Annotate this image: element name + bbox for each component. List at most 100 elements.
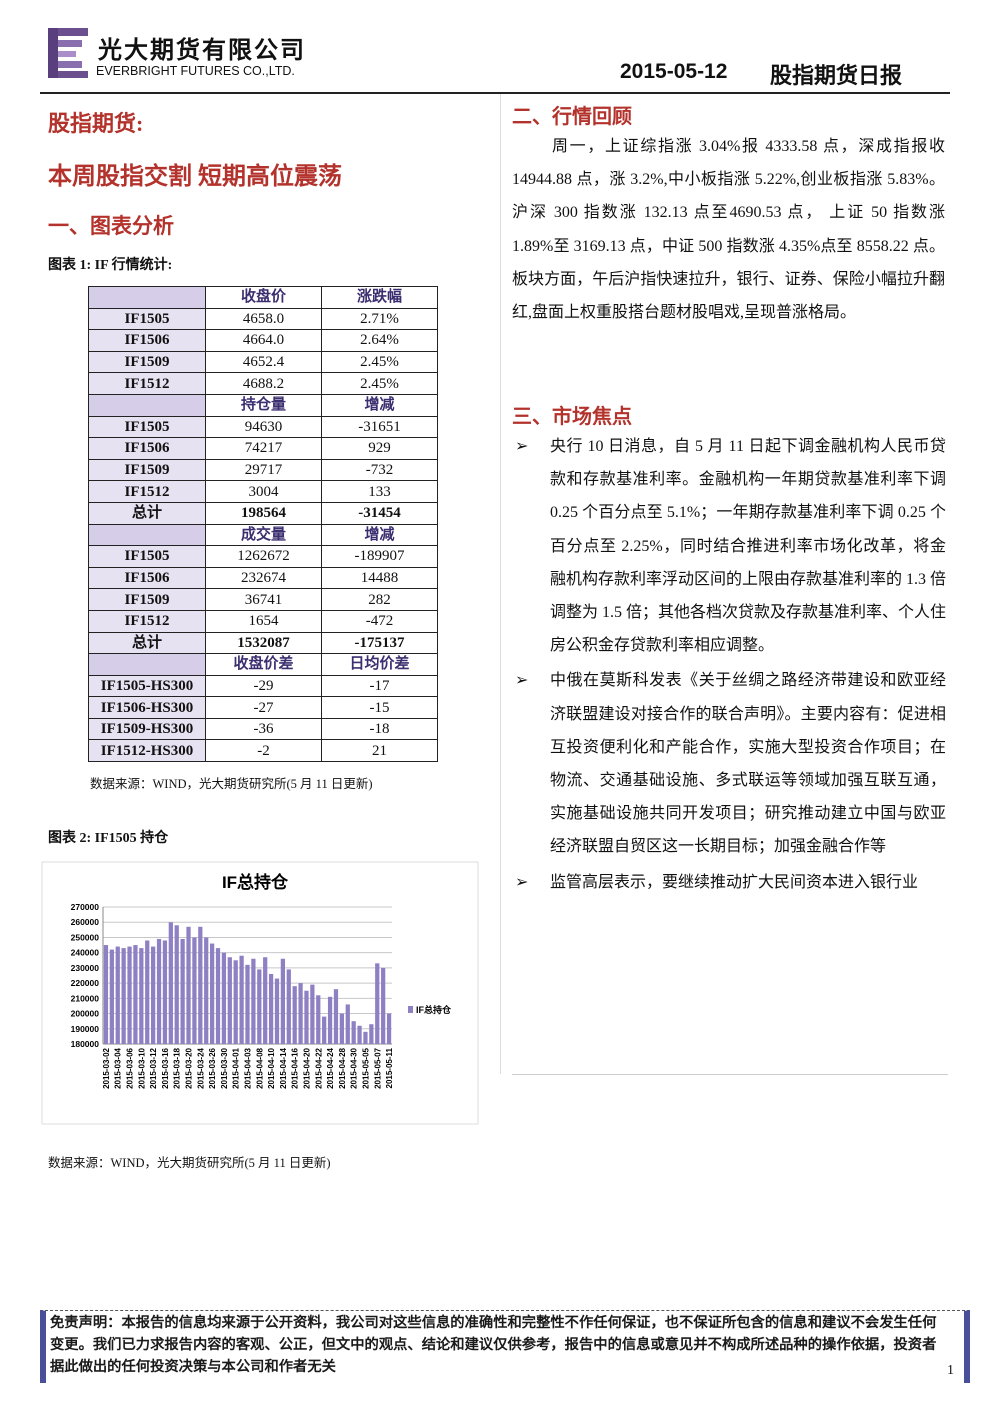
bar: [209, 943, 215, 1044]
table-cell: -17: [321, 674, 438, 698]
source-note: 数据来源：WIND，光大期货研究所(5 月 11 日更新): [90, 777, 373, 791]
table-cell: 1532087: [205, 631, 322, 655]
x-tick-label: 2015-04-10: [267, 1047, 276, 1088]
table-cell: 2.45%: [321, 372, 438, 395]
table-row: 总计 1532087 -175137: [88, 631, 438, 655]
x-tick-label: 2015-04-08: [255, 1047, 264, 1088]
bar: [386, 1013, 392, 1044]
table-cell: 4658.0: [205, 307, 322, 331]
x-tick-label: 2015-03-06: [126, 1047, 135, 1088]
x-tick-label: 2015-04-28: [338, 1047, 347, 1088]
table-cell: IF1506: [88, 566, 206, 590]
table-row: IF1505-HS300 -29 -17: [88, 674, 438, 698]
bar: [251, 958, 256, 1044]
bar: [263, 957, 268, 1044]
table-cell: 2.64%: [321, 329, 438, 352]
table-header-row: 收盘价差 日均价差: [88, 653, 438, 676]
bar: [151, 946, 156, 1044]
bar: [221, 952, 227, 1044]
legend-label: IF总持仓: [416, 1004, 452, 1015]
table-cell: IF1512: [88, 480, 206, 503]
bar: [139, 948, 144, 1044]
table-cell: -732: [321, 458, 438, 482]
table-header-row: 持仓量 增减: [88, 393, 438, 417]
table-row: IF1506-HS300 -27 -15: [88, 696, 438, 719]
bar: [381, 967, 386, 1044]
table-header-row: 收盘价 涨跌幅: [88, 286, 438, 309]
table-cell: -18: [321, 717, 438, 741]
bullet-marker: ➢: [515, 672, 529, 690]
table-cell: IF1505: [88, 545, 206, 568]
report-name: 股指期货日报: [770, 63, 903, 88]
table-cell: 4652.4: [205, 350, 322, 374]
bar: [115, 946, 120, 1044]
table-cell: IF1506: [88, 329, 206, 352]
bar: [369, 1024, 374, 1044]
table-cell: -29: [205, 674, 322, 698]
bullet-marker: ➢: [515, 438, 529, 455]
x-tick-label: 2015-03-30: [220, 1047, 229, 1088]
y-tick-label: 210000: [71, 993, 100, 1003]
y-tick-label: 220000: [71, 978, 100, 988]
table-cell: IF1509-HS300: [88, 717, 206, 741]
bar: [121, 948, 126, 1044]
bar: [357, 1025, 362, 1044]
company-cn: 光大期货有限公司: [98, 38, 306, 64]
bar: [375, 963, 380, 1044]
bar: [192, 937, 197, 1044]
x-tick-label: 2015-04-30: [350, 1047, 359, 1088]
table-cell: -31454: [321, 501, 438, 525]
x-tick-label: 2015-04-01: [232, 1047, 241, 1088]
table-cell: -36: [205, 717, 322, 741]
table-cell: IF1506-HS300: [88, 696, 206, 719]
x-tick-label: 2015-03-20: [185, 1047, 194, 1088]
table-row: IF1509 4652.4 2.45%: [88, 350, 438, 374]
y-tick-label: 270000: [71, 902, 100, 912]
table-cell: -472: [321, 609, 438, 633]
y-tick-label: 190000: [71, 1024, 100, 1034]
chart-caption: 图表 2: IF1505 持仓: [48, 831, 169, 846]
table-cell: [88, 523, 206, 547]
table-cell: 2.45%: [321, 350, 438, 374]
table-row: IF1505 4658.0 2.71%: [88, 307, 438, 331]
x-tick-label: 2015-05-07: [373, 1047, 382, 1088]
x-tick-label: 2015-04-14: [279, 1047, 288, 1088]
bar: [327, 996, 333, 1044]
table-row: IF1506 232674 14488: [88, 566, 438, 590]
y-tick-label: 180000: [71, 1039, 100, 1049]
heading: 三、市场焦点: [512, 406, 632, 428]
bullet-text: 央行 10 日消息，自 5 月 11 日起下调金融机构人民币贷款和存款基准利率。…: [550, 438, 947, 655]
table-cell: -189907: [321, 545, 438, 568]
bar: [127, 946, 132, 1044]
x-tick-label: 2015-03-24: [196, 1047, 205, 1088]
table-cell: IF1512: [88, 372, 206, 395]
bar: [304, 990, 309, 1044]
table-cell: 总计: [88, 631, 206, 655]
table-cell: 198564: [205, 501, 322, 525]
disclaimer: 免责声明：本报告的信息均来源于公开资料，我公司对这些信息的准确性和完整性不作任何…: [50, 1315, 937, 1375]
table-cell: -27: [205, 696, 322, 719]
bar: [198, 926, 203, 1044]
table-cell: 14488: [321, 566, 438, 590]
legend-swatch: [408, 1006, 413, 1013]
bar: [186, 926, 191, 1044]
rule: [512, 1074, 948, 1075]
x-tick-label: 2015-03-10: [137, 1047, 146, 1088]
bar: [286, 969, 291, 1044]
table-header-row: 成交量 增减: [88, 523, 438, 547]
table-cell: IF1509: [88, 350, 206, 374]
x-tick-label: 2015-04-16: [291, 1047, 300, 1088]
disclaimer-box: 免责声明：本报告的信息均来源于公开资料，我公司对这些信息的准确性和完整性不作任何…: [40, 1310, 970, 1383]
table-row: IF1506 74217 929: [88, 437, 438, 460]
table-cell: IF1509: [88, 588, 206, 611]
table-header-cell: 涨跌幅: [321, 286, 438, 309]
table-row: IF1512-HS300 -2 21: [88, 739, 438, 763]
bar: [145, 940, 150, 1044]
x-tick-label: 2015-04-24: [326, 1047, 335, 1088]
headline: 本周股指交割 短期高位震荡: [48, 164, 342, 190]
bar: [280, 958, 286, 1044]
table-cell: [88, 393, 206, 417]
x-tick-label: 2015-05-11: [385, 1047, 394, 1088]
section-title: 股指期货:: [48, 111, 144, 136]
table-caption: 图表 1: IF 行情统计:: [48, 258, 173, 273]
